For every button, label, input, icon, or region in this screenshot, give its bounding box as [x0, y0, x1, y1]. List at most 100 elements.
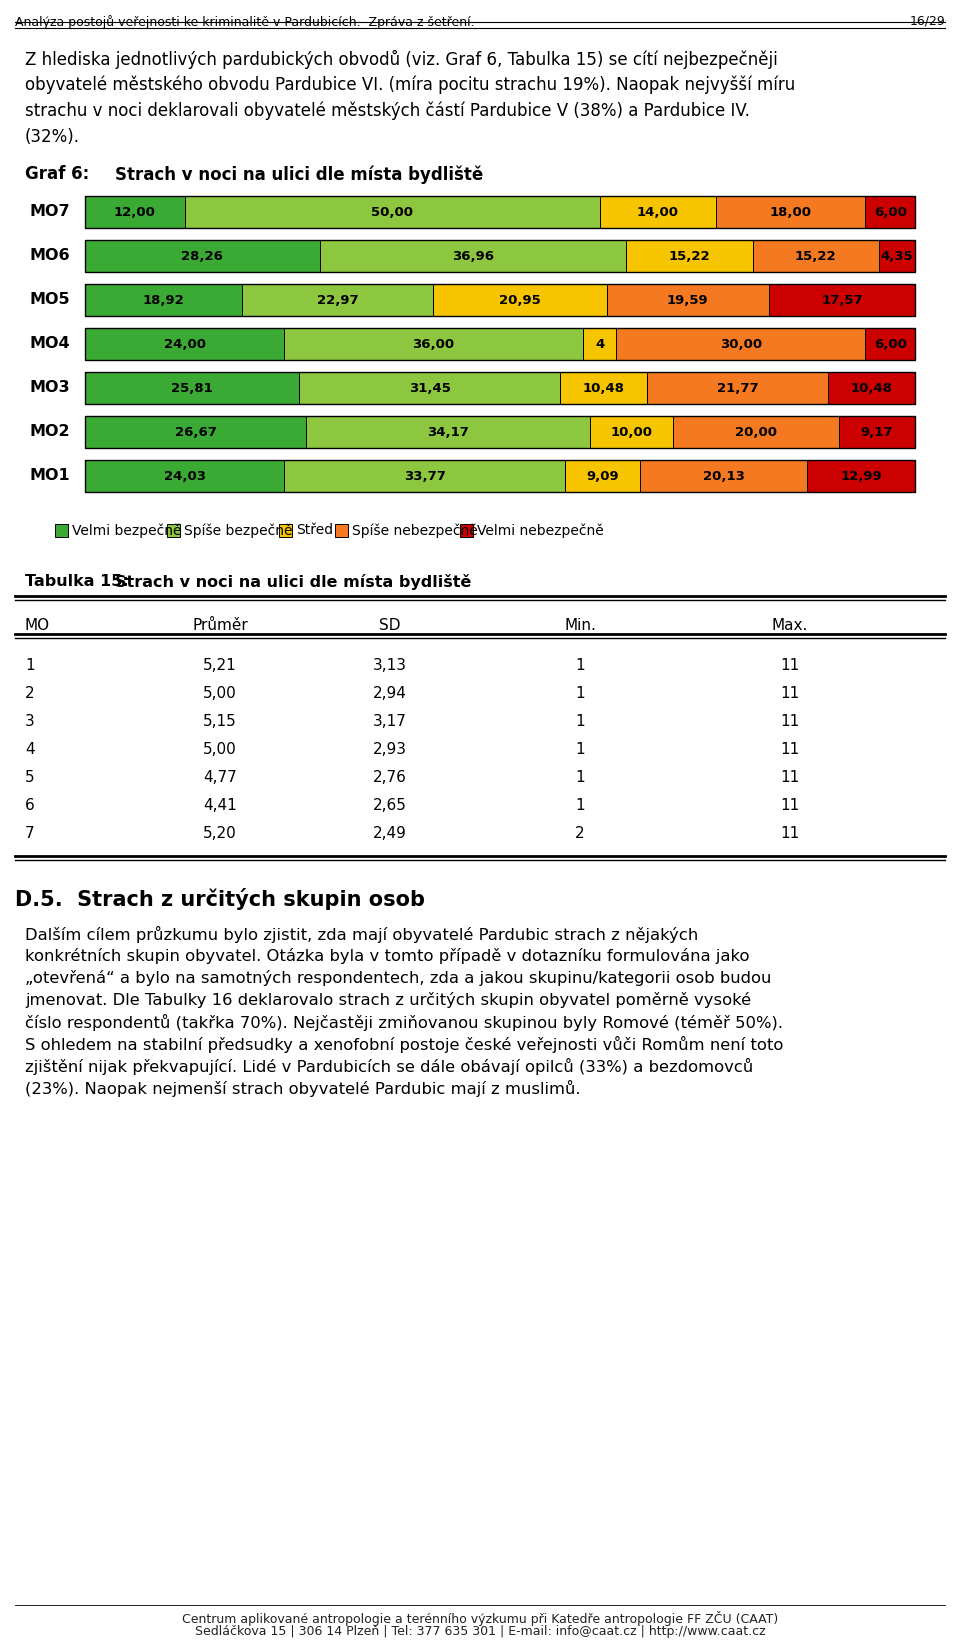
- Text: 5,00: 5,00: [204, 742, 237, 757]
- Text: 2,76: 2,76: [373, 770, 407, 785]
- Text: 20,00: 20,00: [735, 426, 777, 439]
- Bar: [85, 461, 284, 492]
- Text: 36,00: 36,00: [413, 337, 455, 350]
- Bar: [85, 327, 915, 360]
- Text: (23%). Naopak nejmenší strach obyvatelé Pardubic mají z muslimů.: (23%). Naopak nejmenší strach obyvatelé …: [25, 1081, 581, 1097]
- Text: 21,77: 21,77: [717, 382, 758, 395]
- Text: 10,48: 10,48: [851, 382, 893, 395]
- Bar: [184, 196, 600, 229]
- Text: S ohledem na stabilní předsudky a xenofobní postoje české veřejnosti vůči Romům : S ohledem na stabilní předsudky a xenofo…: [25, 1036, 783, 1053]
- Bar: [85, 285, 242, 316]
- Text: „otevřená“ a bylo na samotných respondentech, zda a jakou skupinu/kategorii osob: „otevřená“ a bylo na samotných responden…: [25, 971, 772, 985]
- Text: číslo respondentů (takřka 70%). Nejčastěji zmiňovanou skupinou byly Romové (témě: číslo respondentů (takřka 70%). Nejčastě…: [25, 1013, 783, 1031]
- Text: 10,48: 10,48: [583, 382, 625, 395]
- Text: Strach v noci na ulici dle místa bydliště: Strach v noci na ulici dle místa bydlišt…: [115, 574, 471, 591]
- Bar: [306, 416, 590, 447]
- Text: 11: 11: [780, 714, 800, 729]
- Text: 31,45: 31,45: [409, 382, 450, 395]
- Text: 4: 4: [25, 742, 35, 757]
- Text: 7: 7: [25, 826, 35, 841]
- Text: 19,59: 19,59: [667, 293, 708, 306]
- Bar: [85, 372, 915, 405]
- Text: 14,00: 14,00: [636, 206, 679, 219]
- Bar: [242, 285, 433, 316]
- Text: 2,94: 2,94: [373, 686, 407, 701]
- Text: 1: 1: [575, 770, 585, 785]
- Bar: [590, 416, 673, 447]
- Text: 1: 1: [575, 658, 585, 673]
- Text: 1: 1: [25, 658, 35, 673]
- Text: zjištění nijak překvapující. Lidé v Pardubicích se dále obávají opilců (33%) a b: zjištění nijak překvapující. Lidé v Pard…: [25, 1058, 754, 1076]
- Text: 4,77: 4,77: [204, 770, 237, 785]
- Text: 5,20: 5,20: [204, 826, 237, 841]
- Text: 11: 11: [780, 658, 800, 673]
- Bar: [320, 240, 626, 271]
- Text: 11: 11: [780, 686, 800, 701]
- Bar: [600, 196, 716, 229]
- Text: 1: 1: [575, 686, 585, 701]
- Text: MO7: MO7: [30, 204, 70, 219]
- Text: 5,00: 5,00: [204, 686, 237, 701]
- Text: Dalším cílem průzkumu bylo zjistit, zda mají obyvatelé Pardubic strach z nějakýc: Dalším cílem průzkumu bylo zjistit, zda …: [25, 926, 698, 943]
- Text: Střed: Střed: [297, 523, 333, 538]
- Bar: [753, 240, 879, 271]
- Bar: [85, 240, 915, 271]
- Bar: [879, 240, 915, 271]
- Text: MO5: MO5: [30, 293, 70, 308]
- Bar: [85, 240, 320, 271]
- Bar: [865, 327, 915, 360]
- Text: 11: 11: [780, 798, 800, 813]
- Text: 11: 11: [780, 826, 800, 841]
- Text: Min.: Min.: [564, 619, 596, 633]
- Text: MO2: MO2: [30, 424, 70, 439]
- Text: MO4: MO4: [30, 337, 70, 352]
- Text: 5: 5: [25, 770, 35, 785]
- Text: 12,00: 12,00: [114, 206, 156, 219]
- Bar: [460, 525, 472, 536]
- Bar: [167, 525, 180, 536]
- Text: 5,15: 5,15: [204, 714, 237, 729]
- Text: (32%).: (32%).: [25, 128, 80, 146]
- Text: MO: MO: [25, 619, 50, 633]
- Text: 2: 2: [25, 686, 35, 701]
- Text: 36,96: 36,96: [452, 250, 494, 263]
- Text: 24,00: 24,00: [163, 337, 205, 350]
- Text: 9,17: 9,17: [861, 426, 893, 439]
- Text: 25,81: 25,81: [171, 382, 213, 395]
- Bar: [716, 196, 865, 229]
- Bar: [85, 372, 300, 405]
- Text: 12,99: 12,99: [840, 469, 882, 482]
- Text: 10,00: 10,00: [611, 426, 653, 439]
- Text: 6: 6: [25, 798, 35, 813]
- Text: 15,22: 15,22: [669, 250, 710, 263]
- Text: Spíše nebezpečně: Spíše nebezpečně: [352, 523, 478, 538]
- Bar: [300, 372, 561, 405]
- Bar: [433, 285, 607, 316]
- Text: Centrum aplikované antropologie a terénního výzkumu při Katedře antropologie FF : Centrum aplikované antropologie a terénn…: [181, 1610, 779, 1625]
- Bar: [561, 372, 647, 405]
- Bar: [807, 461, 915, 492]
- Bar: [839, 416, 915, 447]
- Bar: [55, 525, 68, 536]
- Text: Spíše bezpečně: Spíše bezpečně: [184, 523, 293, 538]
- Bar: [335, 525, 348, 536]
- Bar: [85, 285, 915, 316]
- Text: 16/29: 16/29: [909, 15, 945, 28]
- Text: 1: 1: [575, 742, 585, 757]
- Text: 33,77: 33,77: [403, 469, 445, 482]
- Text: Velmi bezpečně: Velmi bezpečně: [72, 523, 181, 538]
- Text: Graf 6:: Graf 6:: [25, 164, 89, 183]
- Bar: [85, 461, 915, 492]
- Text: Analýza postojů veřejnosti ke kriminalitě v Pardubicích.  Zpráva z šetření.: Analýza postojů veřejnosti ke kriminalit…: [15, 15, 474, 30]
- Text: 3,13: 3,13: [373, 658, 407, 673]
- Text: Max.: Max.: [772, 619, 808, 633]
- Bar: [284, 327, 583, 360]
- Bar: [279, 525, 293, 536]
- Text: strachu v noci deklarovali obyvatelé městských částí Pardubice V (38%) a Pardubi: strachu v noci deklarovali obyvatelé měs…: [25, 102, 750, 120]
- Text: 2: 2: [575, 826, 585, 841]
- Bar: [673, 416, 839, 447]
- Text: 2,49: 2,49: [373, 826, 407, 841]
- Text: 3: 3: [25, 714, 35, 729]
- Text: 11: 11: [780, 770, 800, 785]
- Text: 18,00: 18,00: [770, 206, 811, 219]
